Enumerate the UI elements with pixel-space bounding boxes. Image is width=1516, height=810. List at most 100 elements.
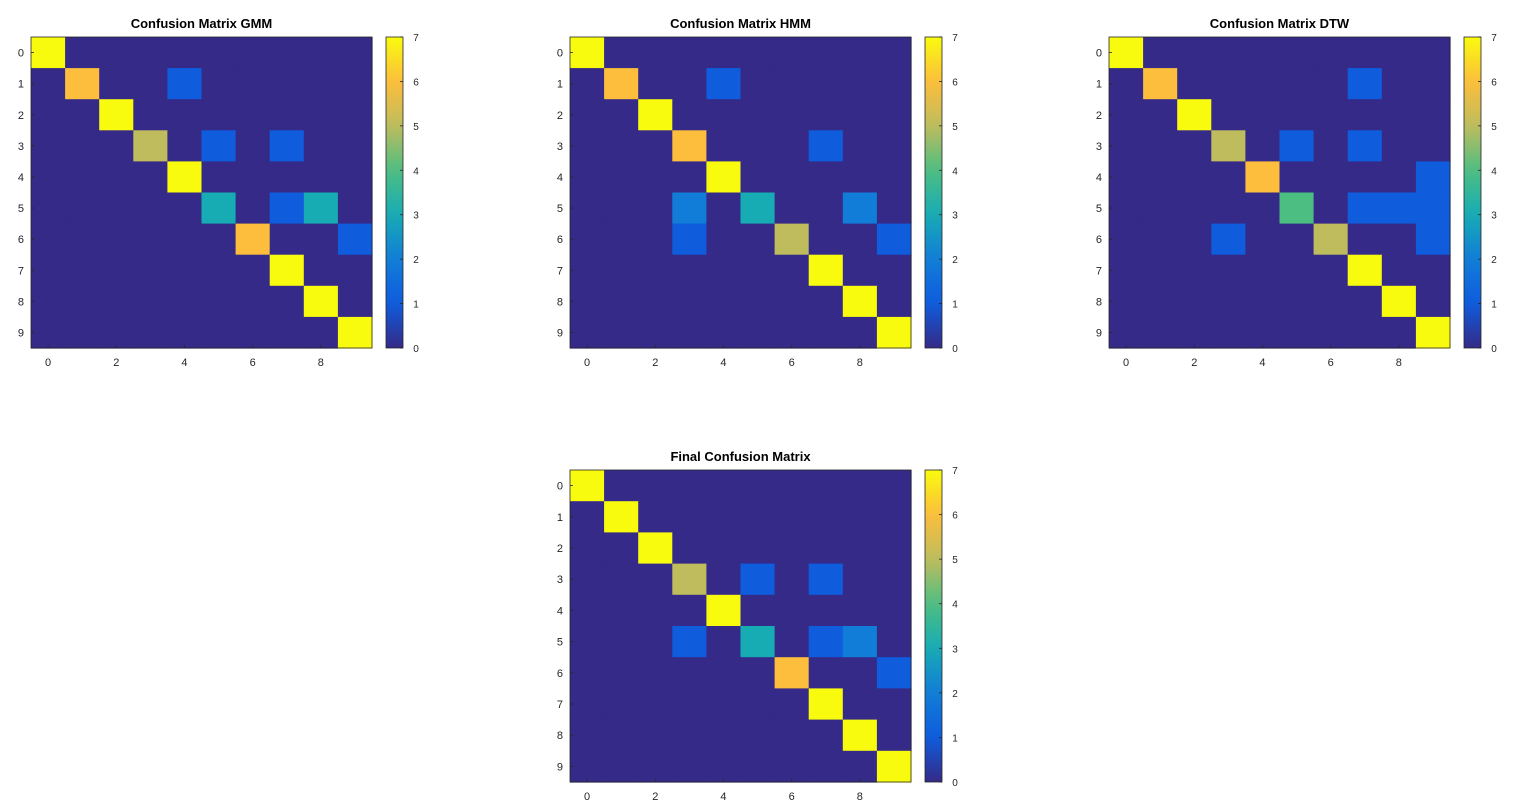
heatmap-cell-r0-c0 xyxy=(31,37,66,69)
heatmap-cell-r3-c9 xyxy=(876,563,912,596)
heatmap-cell-r1-c1 xyxy=(1143,68,1178,100)
heatmap-cell-r5-c1 xyxy=(604,626,639,658)
colorbar-tick-label: 3 xyxy=(1491,211,1497,222)
y-tick-label: 4 xyxy=(557,172,563,184)
heatmap-cell-r5-c1 xyxy=(1143,192,1178,225)
heatmap-cell-r4-c3 xyxy=(1211,161,1246,194)
heatmap-cell-r2-c3 xyxy=(1211,99,1246,131)
heatmap-cell-r4-c1 xyxy=(604,161,639,194)
chart-title: Confusion Matrix DTW xyxy=(1210,16,1350,31)
heatmap-cell-r9-c9 xyxy=(1415,316,1451,349)
heatmap-cell-r2-c4 xyxy=(1245,99,1281,131)
heatmap-cell-r0-c0 xyxy=(570,470,605,502)
heatmap-cell-r2-c0 xyxy=(31,99,66,131)
heatmap-cell-r6-c4 xyxy=(706,657,742,689)
y-tick-label: 6 xyxy=(18,234,24,246)
heatmap-cell-r3-c6 xyxy=(1313,130,1349,162)
heatmap-cell-r3-c3 xyxy=(1211,130,1246,162)
heatmap-cell-r8-c6 xyxy=(774,719,810,752)
y-tick-label: 2 xyxy=(557,110,563,122)
heatmap-cell-r5-c4 xyxy=(167,192,203,225)
heatmap-cell-r5-c7 xyxy=(808,192,844,225)
heatmap-cell-r6-c7 xyxy=(1347,223,1383,256)
heatmap-cell-r9-c6 xyxy=(1313,316,1349,349)
heatmap-cell-r4-c5 xyxy=(740,594,776,627)
heatmap-cell-r5-c9 xyxy=(876,192,912,225)
heatmap-cell-r2-c9 xyxy=(876,99,912,131)
colorbar-tick-label: 4 xyxy=(952,600,958,611)
heatmap-cell-r4-c4 xyxy=(706,594,742,627)
heatmap-cell-r2-c9 xyxy=(337,99,373,131)
colorbar-tick-label: 7 xyxy=(952,33,958,44)
heatmap-cell-r5-c1 xyxy=(604,192,639,225)
y-tick-label: 5 xyxy=(18,203,24,215)
heatmap-cell-r1-c5 xyxy=(740,68,776,100)
y-tick-label: 9 xyxy=(557,761,563,773)
heatmap-cell-r6-c0 xyxy=(570,223,605,256)
y-tick-label: 7 xyxy=(557,699,563,711)
heatmap-cell-r8-c7 xyxy=(808,719,844,752)
heatmap-cell-r7-c7 xyxy=(808,254,844,287)
heatmap-cell-r4-c5 xyxy=(1279,161,1315,194)
heatmap-cell-r1-c2 xyxy=(1177,68,1212,100)
heatmap-cell-r7-c9 xyxy=(876,688,912,721)
heatmap-cell-r5-c7 xyxy=(269,192,305,225)
heatmap-cell-r2-c9 xyxy=(1415,99,1451,131)
colorbar xyxy=(924,36,943,349)
heatmap-cell-r8-c2 xyxy=(99,285,134,318)
heatmap-cell-r5-c3 xyxy=(133,192,168,225)
heatmap-cell-r3-c7 xyxy=(1347,130,1383,162)
heatmap-cell-r8-c4 xyxy=(706,719,742,752)
heatmap-cell-r5-c0 xyxy=(570,192,605,225)
heatmap-cell-r3-c1 xyxy=(604,563,639,596)
heatmap-cell-r0-c3 xyxy=(672,470,707,502)
heatmap-cell-r2-c0 xyxy=(1109,99,1144,131)
heatmap-cell-r2-c4 xyxy=(706,532,742,565)
x-tick-label: 8 xyxy=(857,791,863,803)
x-tick-label: 0 xyxy=(584,357,590,369)
heatmap-cell-r7-c3 xyxy=(672,688,707,721)
heatmap-cell-r7-c3 xyxy=(1211,254,1246,287)
x-tick-label: 6 xyxy=(789,357,795,369)
axes-box xyxy=(569,469,912,783)
heatmap-cell-r4-c2 xyxy=(1177,161,1212,194)
heatmap-cell-r5-c0 xyxy=(570,626,605,658)
heatmap-cell-r4-c7 xyxy=(1347,161,1383,194)
heatmap-cell-r6-c4 xyxy=(167,223,203,256)
heatmap-cell-r1-c3 xyxy=(133,68,168,100)
heatmap-cell-r9-c9 xyxy=(337,316,373,349)
heatmap-cell-r0-c3 xyxy=(672,37,707,69)
heatmap-cell-r8-c4 xyxy=(167,285,203,318)
heatmap-cell-r6-c5 xyxy=(1279,223,1315,256)
heatmap-cell-r1-c8 xyxy=(842,501,878,533)
heatmap-cell-r3-c8 xyxy=(1381,130,1417,162)
heatmap-cell-r6-c8 xyxy=(303,223,339,256)
chart-title: Confusion Matrix HMM xyxy=(670,16,811,31)
heatmap-cell-r2-c8 xyxy=(842,532,878,565)
heatmap-cell-r5-c0 xyxy=(1109,192,1144,225)
heatmap-cell-r8-c5 xyxy=(740,285,776,318)
heatmap-cell-r0-c7 xyxy=(1347,37,1383,69)
heatmap-cell-r0-c9 xyxy=(337,37,373,69)
x-tick-label: 0 xyxy=(45,357,51,369)
heatmap-cell-r6-c7 xyxy=(808,657,844,689)
heatmap-cell-r5-c7 xyxy=(1347,192,1383,225)
heatmap-cell-r0-c6 xyxy=(774,470,810,502)
heatmap-cell-r2-c1 xyxy=(1143,99,1178,131)
heatmap-cell-r9-c5 xyxy=(201,316,237,349)
colorbar-tick-label: 1 xyxy=(1491,300,1497,311)
heatmap-cell-r4-c1 xyxy=(604,594,639,627)
heatmap-cell-r4-c9 xyxy=(876,594,912,627)
heatmap-cell-r8-c3 xyxy=(133,285,168,318)
colorbar-tick-label: 6 xyxy=(952,77,958,88)
heatmap-cell-r9-c2 xyxy=(1177,316,1212,349)
colorbar-tick-label: 4 xyxy=(952,166,958,177)
heatmap-cell-r3-c1 xyxy=(1143,130,1178,162)
heatmap-cell-r2-c2 xyxy=(1177,99,1212,131)
colorbar-tick-label: 1 xyxy=(952,733,958,744)
heatmap-cell-r6-c0 xyxy=(31,223,66,256)
heatmap-cell-r4-c6 xyxy=(774,594,810,627)
heatmap-cell-r8-c3 xyxy=(1211,285,1246,318)
heatmap-cell-r1-c9 xyxy=(876,501,912,533)
